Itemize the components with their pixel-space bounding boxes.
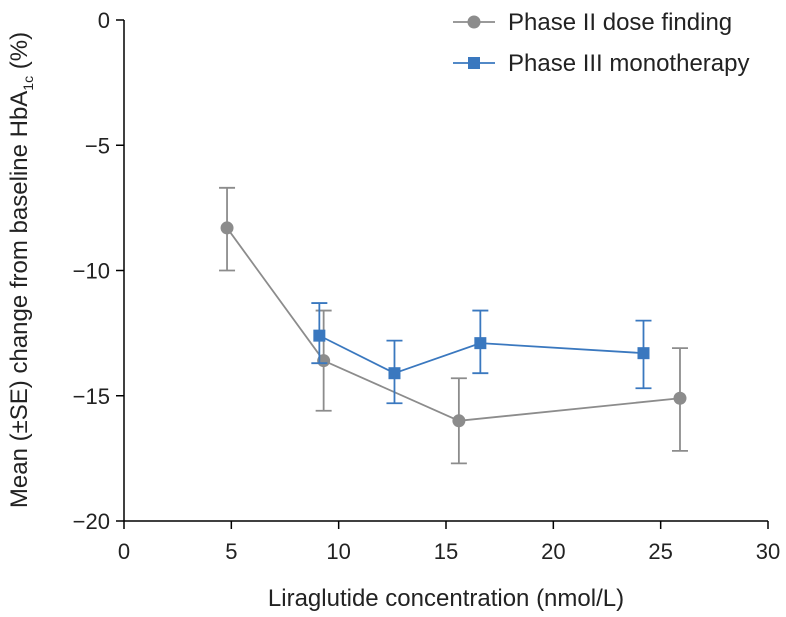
x-tick-label: 0 <box>118 539 130 564</box>
y-tick-label: −15 <box>73 384 110 409</box>
legend: Phase II dose finding Phase III monothera… <box>453 9 749 77</box>
x-axis-title: Liraglutide concentration (nmol/L) <box>268 585 624 612</box>
x-tick-label: 15 <box>434 539 458 564</box>
y-axis-title-subscript: 1c <box>20 76 36 91</box>
y-tick-label: −10 <box>73 259 110 284</box>
series-layer <box>219 186 688 465</box>
series-line <box>318 334 644 375</box>
data-point <box>474 337 487 350</box>
series-2 <box>311 302 652 405</box>
x-tick-label: 30 <box>756 539 780 564</box>
data-point <box>673 391 687 405</box>
legend-marker <box>468 57 480 69</box>
legend-label: Phase III monotherapy <box>508 50 749 77</box>
x-tick-label: 20 <box>541 539 565 564</box>
y-tick-label: −5 <box>85 133 110 158</box>
legend-marker <box>467 15 481 29</box>
y-tick-label: 0 <box>98 8 110 33</box>
data-point <box>313 329 326 342</box>
y-axis-title-prefix: Mean (±SE) change from baseline HbA <box>6 91 33 508</box>
series-line <box>226 227 681 422</box>
legend-item: Phase III monotherapy <box>453 50 749 77</box>
data-point <box>388 367 401 380</box>
data-point <box>637 347 650 360</box>
data-point <box>220 221 234 235</box>
y-axis-title-suffix: (%) <box>6 32 33 76</box>
y-axis-title: Mean (±SE) change from baseline HbA1c (%… <box>6 32 36 508</box>
axes: 0 −5 −10 −15 −20 0 5 10 15 20 25 30 <box>73 8 781 564</box>
data-point <box>452 414 466 428</box>
y-tick-label: −20 <box>73 509 110 534</box>
series-1 <box>219 186 688 465</box>
legend-label: Phase II dose finding <box>508 9 732 36</box>
legend-item: Phase II dose finding <box>453 9 732 36</box>
x-tick-label: 25 <box>648 539 672 564</box>
x-tick-label: 10 <box>326 539 350 564</box>
x-tick-label: 5 <box>225 539 237 564</box>
